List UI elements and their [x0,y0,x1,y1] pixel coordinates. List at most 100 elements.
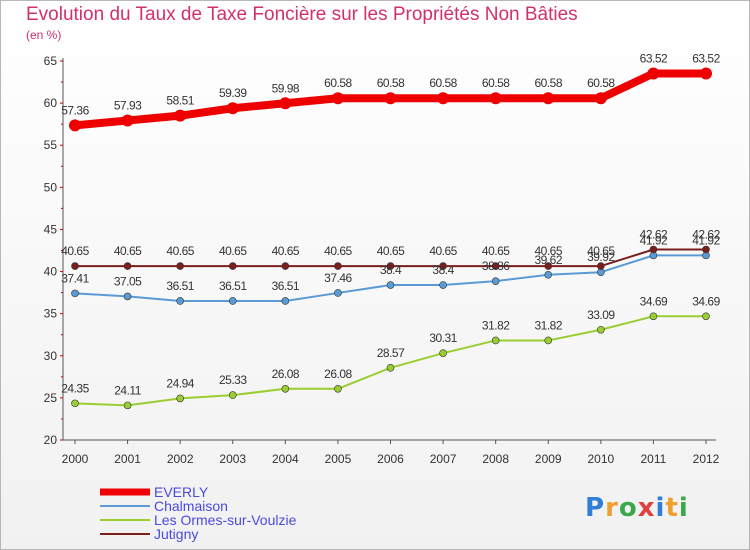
data-point [649,312,658,321]
axes: 20 25 30 35 40 45 50 55 60 65 2000 2001 2002 2003 2004… [44,54,720,466]
data-point [71,399,79,408]
x-tick-label: 2005 [325,452,352,466]
x-tick-label: 2006 [377,452,404,466]
data-label: 37.46 [324,271,352,285]
data-label: 40.65 [324,244,352,258]
data-point [702,312,710,321]
y-tick-label: 25 [44,391,58,405]
legend-label: Les Ormes-sur-Voulzie [154,512,297,528]
data-point [228,391,237,399]
logo-letter: i [678,493,689,523]
y-tick-label: 30 [44,349,58,363]
data-label: 37.05 [114,274,142,288]
legend-label: Jutigny [154,526,198,542]
data-point [649,245,658,254]
data-label: 26.08 [272,367,300,381]
data-label: 40.65 [587,244,615,258]
data-point [123,401,132,410]
data-labels: 57.36 57.93 58.51 59.39 59.98 60.58 60.58 60.58… [61,51,721,397]
data-point [279,97,292,110]
y-tick-label: 55 [44,138,58,152]
data-point [491,277,500,285]
data-label: 24.11 [114,383,141,397]
data-point [386,262,395,270]
data-label: 42.62 [640,227,668,241]
data-label: 60.58 [377,76,405,90]
data-point [439,349,447,357]
data-label: 40.65 [377,244,405,258]
logo-letter: r [605,493,619,523]
data-label: 59.98 [272,81,300,95]
data-point [544,262,553,270]
data-point [281,297,290,305]
y-tick-label: 50 [44,180,58,194]
y-axis-unit-label: (en %) [26,28,62,42]
data-point [700,67,712,80]
data-label: 31.82 [482,318,510,332]
x-tick-label: 2000 [62,452,89,466]
data-label: 63.52 [640,51,668,65]
data-point [386,364,395,372]
data-point [439,281,447,289]
data-point [594,92,607,105]
data-point [702,245,710,254]
x-tick-label: 2001 [114,452,141,466]
data-label: 39.92 [587,250,615,264]
proxiti-logo: Proxiti [585,493,689,523]
data-point [386,281,395,289]
data-point [544,270,553,279]
data-label: 60.58 [324,76,352,90]
data-point [542,92,555,105]
data-point [123,292,132,301]
logo-letter: o [618,493,638,523]
data-label: 28.57 [377,346,405,360]
data-point [491,262,500,270]
logo-letter: t [665,493,679,523]
data-point [71,289,79,298]
data-label: 60.58 [482,76,510,90]
data-point [228,297,237,305]
data-point [121,114,134,127]
logo-letter: i [655,493,666,523]
data-label: 40.65 [114,244,142,258]
data-point [597,262,605,270]
data-label: 57.93 [114,99,142,113]
data-label: 36.51 [219,279,247,293]
data-label: 25.33 [219,373,247,387]
data-label: 30.31 [429,331,457,345]
series-line-2 [74,315,707,407]
data-label: 36.51 [166,279,194,293]
data-label: 57.36 [61,103,89,117]
data-label: 60.58 [429,76,457,90]
data-point [334,289,342,297]
data-point [647,67,660,80]
data-point [334,384,342,393]
data-label: 40.65 [534,244,562,258]
data-point [71,262,79,270]
data-point [597,325,605,334]
y-tick-label: 65 [44,54,58,68]
x-tick-label: 2012 [693,452,720,466]
x-tick-label: 2003 [219,452,246,466]
data-label: 36.51 [272,279,300,293]
data-label: 34.69 [692,294,720,308]
data-point [439,262,447,270]
data-label: 40.65 [482,244,510,258]
data-point [176,262,184,270]
data-label: 58.51 [166,94,194,108]
data-label: 40.65 [272,244,300,258]
data-label: 41.92 [692,233,720,247]
x-tick-label: 2004 [272,452,299,466]
data-label: 39.62 [534,253,562,267]
data-point [176,394,184,403]
data-label: 60.58 [534,76,562,90]
chart-title: Evolution du Taux de Taxe Foncière sur l… [26,4,578,25]
data-label: 24.35 [61,381,89,395]
data-point [174,109,187,122]
legend-label: EVERLY [154,484,209,500]
data-point [228,262,237,270]
data-point [544,336,553,345]
